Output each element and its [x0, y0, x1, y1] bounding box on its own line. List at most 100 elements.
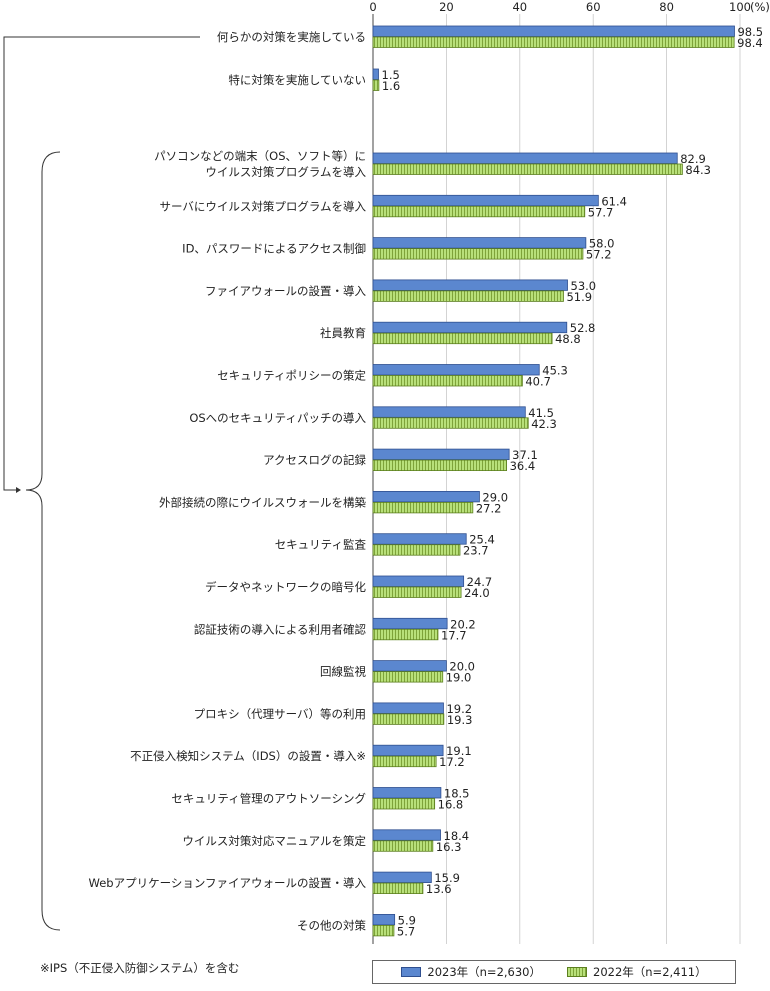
value-label-2022: 17.2	[439, 755, 465, 769]
bar-2022	[372, 925, 395, 937]
value-label-2023: 61.4	[601, 194, 627, 208]
category-label: データやネットワークの暗号化	[205, 580, 366, 594]
bracket-connector	[3, 36, 200, 931]
bar-2022	[372, 79, 380, 91]
bar-2022	[372, 205, 586, 218]
value-label-2023: 20.0	[449, 660, 475, 674]
value-label-2023: 98.5	[737, 25, 763, 39]
bar-2023	[372, 237, 587, 249]
value-label-2023: 20.2	[450, 617, 476, 631]
bar-2022	[372, 163, 683, 175]
bar-2023	[372, 25, 735, 37]
category-label: その他の対策	[297, 918, 366, 932]
category-label: セキュリティ監査	[275, 538, 367, 552]
value-label-2022: 24.0	[464, 586, 490, 600]
value-label-2022: 98.4	[737, 36, 763, 50]
value-label-2023: 37.1	[512, 448, 538, 462]
bar-2022	[372, 501, 474, 514]
value-label-2023: 41.5	[528, 406, 554, 420]
bar-2022	[372, 290, 564, 302]
category-label: OSへのセキュリティパッチの導入	[189, 411, 366, 425]
value-label-2022: 57.7	[588, 205, 614, 219]
category-label: Webアプリケーションファイアウォールの設置・導入	[89, 876, 367, 890]
bar-2023	[372, 702, 444, 714]
bar-2022	[372, 798, 436, 810]
value-label-2023: 53.0	[571, 279, 597, 293]
legend-swatch-2023	[401, 967, 422, 977]
tick-label-80: 80	[659, 0, 674, 14]
value-label-2022: 1.6	[382, 79, 400, 93]
value-label-2022: 27.2	[476, 501, 502, 515]
category-label: 認証技術の導入による利用者確認	[194, 622, 367, 636]
bar-2023	[372, 871, 432, 883]
tick-label-60: 60	[586, 0, 601, 14]
category-label: ウイルス対策対応マニュアルを策定	[182, 834, 366, 848]
bars	[372, 25, 735, 937]
category-label: ファイアウォールの設置・導入	[205, 284, 366, 298]
bar-2022	[372, 459, 507, 472]
value-label-2022: 84.3	[685, 163, 711, 177]
bar-2023	[372, 575, 465, 587]
bar-2022	[372, 248, 584, 260]
category-label: アクセスログの記録	[263, 453, 366, 467]
value-label-2023: 19.1	[446, 744, 472, 758]
bar-2022	[372, 882, 424, 894]
bar-2023	[372, 279, 568, 291]
bar-2022	[372, 671, 444, 683]
category-label: セキュリティ管理のアウトソーシング	[171, 792, 366, 806]
value-label-2023: 82.9	[680, 152, 706, 166]
value-label-2023: 5.9	[398, 913, 416, 927]
value-label-2022: 57.2	[586, 248, 612, 262]
bar-2023	[372, 829, 441, 841]
value-label-2022: 42.3	[531, 417, 557, 431]
bar-2023	[372, 787, 442, 799]
bar-2022	[372, 586, 462, 598]
legend-label-2022: 2022年（n=2,411）	[593, 965, 707, 979]
bar-2023	[372, 617, 448, 630]
value-label-2023: 25.4	[469, 533, 495, 547]
bar-2022	[372, 36, 735, 48]
curly-brace	[25, 151, 61, 931]
category-label: サーバにウイルス対策プログラムを導入	[159, 199, 366, 213]
tick-label-20: 20	[439, 0, 454, 14]
bar-2023	[372, 490, 480, 503]
category-label: 何らかの対策を実施している	[217, 30, 366, 44]
bar-2022	[372, 417, 529, 429]
value-label-2023: 52.8	[570, 321, 596, 335]
category-label: 特に対策を実施していない	[228, 73, 366, 87]
value-label-2022: 17.7	[441, 628, 467, 642]
value-label-2022: 36.4	[510, 459, 536, 473]
value-label-2023: 18.4	[444, 829, 470, 843]
value-label-2022: 19.0	[446, 671, 472, 685]
category-label: プロキシ（代理サーバ）等の利用	[194, 707, 366, 721]
legend-item-2023: 2023年（n=2,630）	[401, 964, 541, 980]
bar-2023	[372, 364, 540, 376]
bar-2022	[372, 544, 461, 556]
value-label-2023: 19.2	[446, 702, 472, 716]
value-label-2022: 40.7	[525, 375, 551, 389]
bar-2022	[372, 332, 553, 345]
category-label: 回線監視	[320, 665, 366, 679]
bar-2022	[372, 840, 434, 852]
bar-2023	[372, 914, 396, 926]
value-label-2023: 58.0	[589, 237, 615, 251]
bar-2023	[372, 448, 510, 461]
bar-2022	[372, 375, 523, 387]
category-label: 外部接続の際にウイルスウォールを構築	[159, 495, 366, 509]
bar-2022	[372, 755, 437, 768]
value-label-2022: 13.6	[426, 882, 452, 896]
value-label-2023: 24.7	[467, 575, 493, 589]
category-label: パソコンなどの端末（OS、ソフト等）に	[154, 149, 366, 163]
legend-label-2023: 2023年（n=2,630）	[427, 965, 541, 979]
bar-2022	[372, 628, 439, 641]
footnote: ※IPS（不正侵入防御システム）を含む	[40, 961, 240, 975]
bar-2023	[372, 660, 447, 672]
bar-2023	[372, 406, 526, 418]
value-label-2022: 51.9	[566, 290, 592, 304]
x-axis-ticks: 0 20 40 60 80 100 (%)	[369, 0, 770, 14]
legend: 2023年（n=2,630） 2022年（n=2,411）	[372, 960, 736, 984]
bar-2023	[372, 533, 467, 545]
category-label: 社員教育	[320, 326, 366, 340]
tick-label-40: 40	[512, 0, 527, 14]
connector-line	[3, 36, 200, 491]
